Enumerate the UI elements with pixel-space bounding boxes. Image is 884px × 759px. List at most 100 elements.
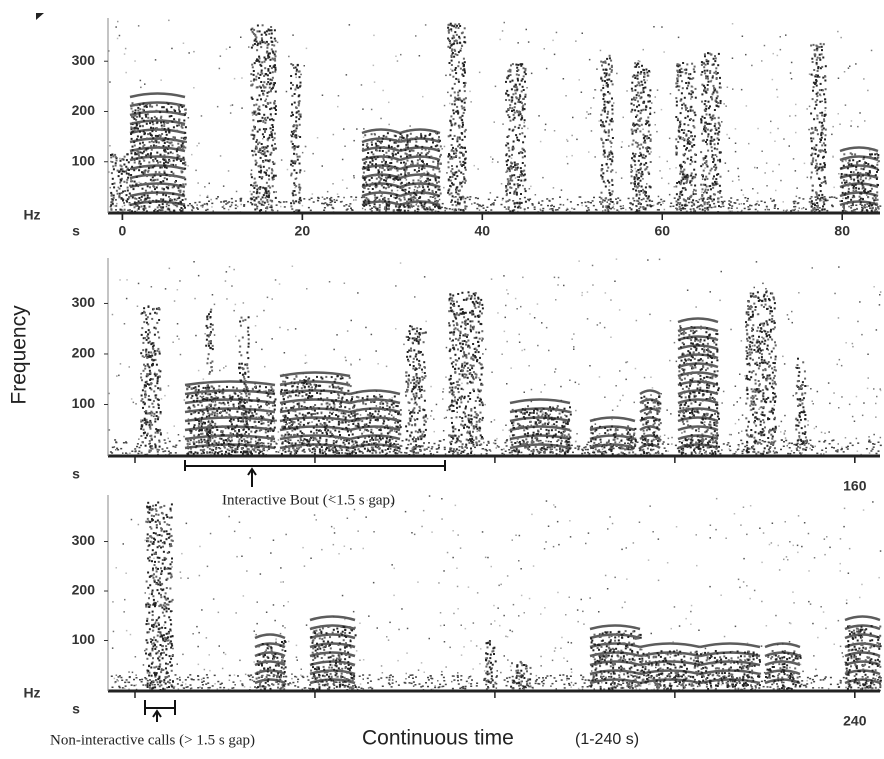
call-dot (259, 57, 261, 59)
floor-dot (836, 198, 838, 200)
call-dot (270, 37, 272, 39)
noise-dot (616, 258, 618, 260)
call-dot (130, 174, 132, 176)
call-dot (256, 60, 258, 62)
call-dot (680, 168, 682, 170)
call-dot (168, 145, 170, 147)
noise-dot (109, 81, 111, 83)
call-dot (684, 97, 686, 99)
call-dot (866, 209, 868, 211)
call-dot (680, 100, 682, 102)
call-dot (452, 176, 454, 178)
call-dot (167, 103, 169, 105)
call-dot (161, 106, 163, 108)
call-dot (154, 175, 156, 177)
call-dot (134, 145, 136, 147)
call-dot (676, 147, 678, 149)
call-dot (680, 68, 682, 70)
call-dot (297, 64, 299, 66)
call-dot (386, 183, 388, 185)
noise-dot (774, 141, 776, 143)
call-dot (265, 190, 267, 192)
call-dot (817, 197, 819, 199)
call-dot (862, 175, 864, 177)
floor-dot (485, 210, 487, 212)
floor-dot (730, 201, 732, 203)
call-dot (457, 145, 459, 147)
call-dot (645, 123, 647, 125)
call-dot (610, 80, 612, 82)
call-dot (824, 76, 826, 78)
noise-dot (669, 360, 671, 362)
call-dot (409, 141, 411, 143)
call-dot (464, 36, 466, 38)
call-dot (704, 157, 706, 159)
call-dot (701, 195, 703, 197)
floor-dot (819, 207, 821, 209)
call-dot (448, 190, 450, 192)
floor-dot (115, 209, 117, 211)
noise-dot (837, 31, 839, 33)
call-dot (866, 192, 868, 194)
call-dot (261, 90, 263, 92)
noise-dot (683, 137, 685, 139)
call-dot (461, 105, 463, 107)
floor-dot (283, 201, 285, 203)
call-dot (449, 176, 451, 178)
call-dot (410, 133, 412, 135)
call-dot (453, 174, 455, 176)
call-dot (703, 66, 705, 68)
noise-dot (504, 22, 506, 24)
call-dot (450, 115, 452, 117)
call-dot (813, 82, 815, 84)
call-dot (388, 145, 390, 147)
call-dot (711, 146, 713, 148)
call-dot (147, 156, 149, 158)
call-dot (435, 132, 437, 134)
call-dot (292, 64, 294, 66)
call-dot (266, 199, 268, 201)
call-dot (371, 177, 373, 179)
call-dot (685, 109, 687, 111)
call-dot (819, 163, 821, 165)
call-dot (871, 210, 873, 212)
call-dot (165, 194, 167, 196)
call-dot (422, 190, 424, 192)
call-dot (161, 188, 163, 190)
call-dot (171, 121, 173, 123)
call-dot (611, 169, 613, 171)
call-dot (859, 165, 861, 167)
call-dot (708, 201, 710, 203)
call-dot (256, 185, 258, 187)
call-dot (463, 41, 465, 43)
call-dot (151, 140, 153, 142)
call-dot (513, 184, 515, 186)
call-dot (813, 69, 815, 71)
call-dot (454, 103, 456, 105)
noise-dot (425, 24, 427, 26)
call-dot (271, 200, 273, 202)
noise-dot (766, 207, 768, 209)
call-dot (255, 104, 257, 106)
noise-dot (502, 30, 504, 32)
call-dot (511, 154, 513, 156)
noise-dot (124, 53, 126, 55)
call-dot (374, 174, 376, 176)
call-dot (183, 191, 185, 193)
call-dot (411, 150, 413, 152)
noise-dot (499, 39, 501, 41)
call-dot (516, 67, 518, 69)
floor-dot (483, 207, 485, 209)
call-dot (453, 25, 455, 27)
floor-dot (231, 202, 233, 204)
call-dot (815, 144, 817, 146)
call-dot (381, 192, 383, 194)
call-dot (853, 179, 855, 181)
call-dot (644, 140, 646, 142)
noise-dot (237, 206, 239, 208)
call-dot (464, 162, 466, 164)
call-dot (454, 24, 456, 26)
noise-dot (561, 189, 563, 191)
call-dot (405, 192, 407, 194)
noise-dot (824, 110, 826, 112)
